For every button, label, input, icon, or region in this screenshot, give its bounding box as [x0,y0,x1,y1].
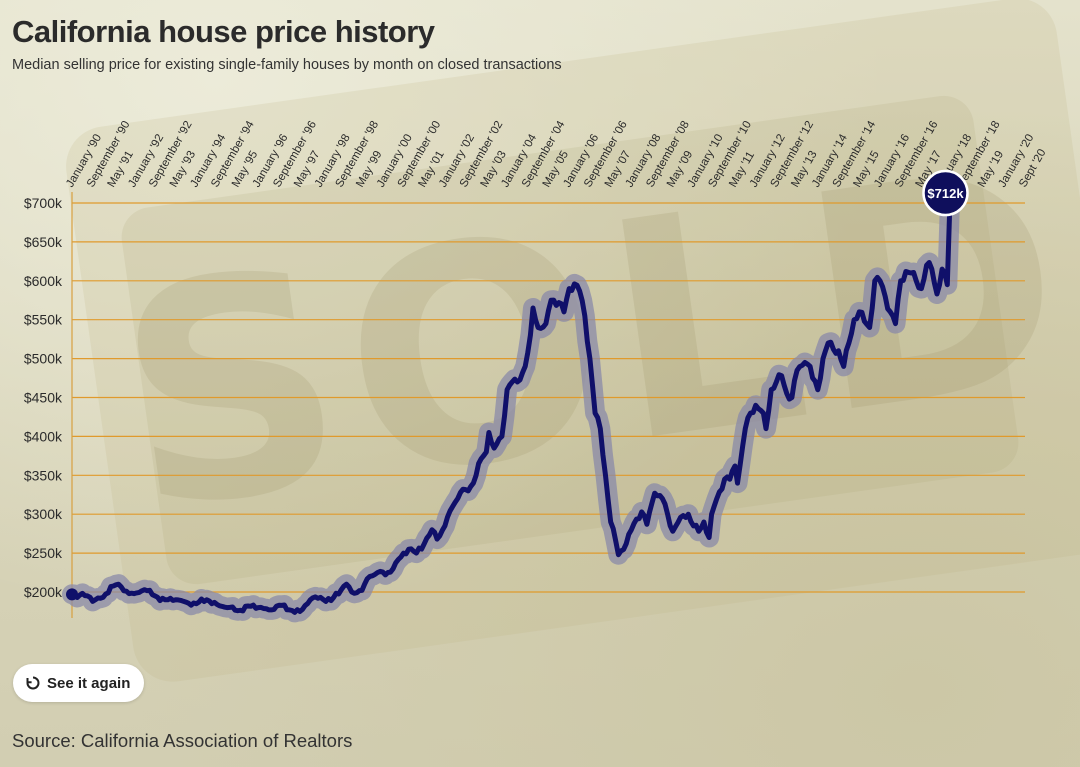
see-it-again-button[interactable]: See it again [13,664,145,702]
end-value-badge [922,169,969,217]
y-tick-label: $250k [24,545,63,561]
replay-icon [26,676,40,690]
y-tick-label: $300k [24,506,63,522]
see-it-again-label: See it again [47,674,131,692]
chart-subtitle: Median selling price for existing single… [12,57,562,73]
series-halo [62,183,963,623]
y-tick-label: $200k [24,584,63,600]
series-line [69,191,955,615]
y-tick-label: $550k [24,312,63,328]
line-chart: $200k $250k $300k $350k $400k $450k $500k $550k… [24,119,1049,623]
y-tick-label: $350k [24,467,63,483]
y-tick-label: $650k [24,234,63,250]
y-tick-label: $500k [24,351,63,367]
y-tick-label: $700k [24,195,63,211]
source-note: Source: California Association of Realto… [12,730,353,751]
y-tick-label: $450k [24,390,63,406]
y-tick-label: $600k [24,273,63,289]
chart-title: California house price history [12,14,435,49]
y-tick-label: $400k [24,428,63,444]
start-point [66,588,78,601]
end-value-label: $712k [927,186,964,201]
